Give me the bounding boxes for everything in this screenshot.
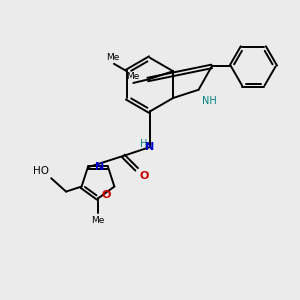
Text: Me: Me — [91, 216, 105, 225]
Text: O: O — [139, 171, 148, 181]
Text: N: N — [146, 142, 154, 152]
Text: H: H — [140, 139, 147, 149]
Text: NH: NH — [202, 96, 216, 106]
Text: Me: Me — [106, 53, 119, 62]
Text: HO: HO — [33, 166, 49, 176]
Text: Me: Me — [127, 73, 140, 82]
Text: O: O — [101, 190, 111, 200]
Text: N: N — [95, 162, 105, 172]
